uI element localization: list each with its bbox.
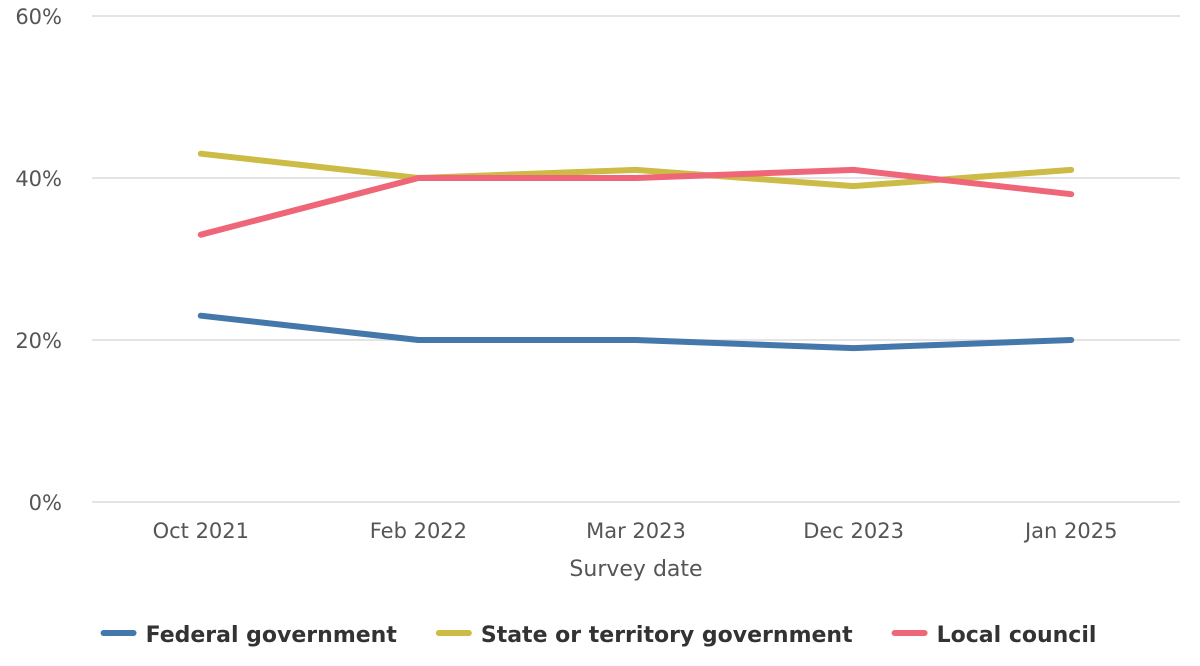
y-tick-label: 20%: [15, 329, 62, 353]
x-tick-label: Mar 2023: [586, 519, 686, 543]
x-tick-label: Oct 2021: [153, 519, 249, 543]
series-lines: [197, 150, 1075, 352]
series-line-federal-government: [197, 312, 1075, 352]
legend-label: State or territory government: [481, 623, 853, 648]
y-tick-label: 60%: [15, 5, 62, 29]
legend-item: Local council: [891, 623, 1097, 648]
gridlines: [92, 15, 1180, 503]
y-axis-ticks: 0% 20% 40% 60%: [15, 5, 62, 515]
legend-label: Local council: [937, 623, 1097, 648]
x-tick-label: Jan 2025: [1023, 519, 1118, 543]
x-tick-label: Feb 2022: [370, 519, 467, 543]
x-tick-label: Dec 2023: [803, 519, 904, 543]
series-line-local-council: [197, 166, 1075, 238]
y-tick-label: 0%: [29, 491, 62, 515]
legend-label: Federal government: [146, 623, 398, 648]
legend-item: State or territory government: [435, 623, 853, 648]
y-tick-label: 40%: [15, 167, 62, 191]
x-axis-title: Survey date: [569, 557, 702, 582]
legend: Federal government State or territory gov…: [100, 623, 1097, 648]
legend-item: Federal government: [100, 623, 398, 648]
x-axis-ticks: Oct 2021 Feb 2022 Mar 2023 Dec 2023 Jan 2025: [153, 519, 1118, 543]
